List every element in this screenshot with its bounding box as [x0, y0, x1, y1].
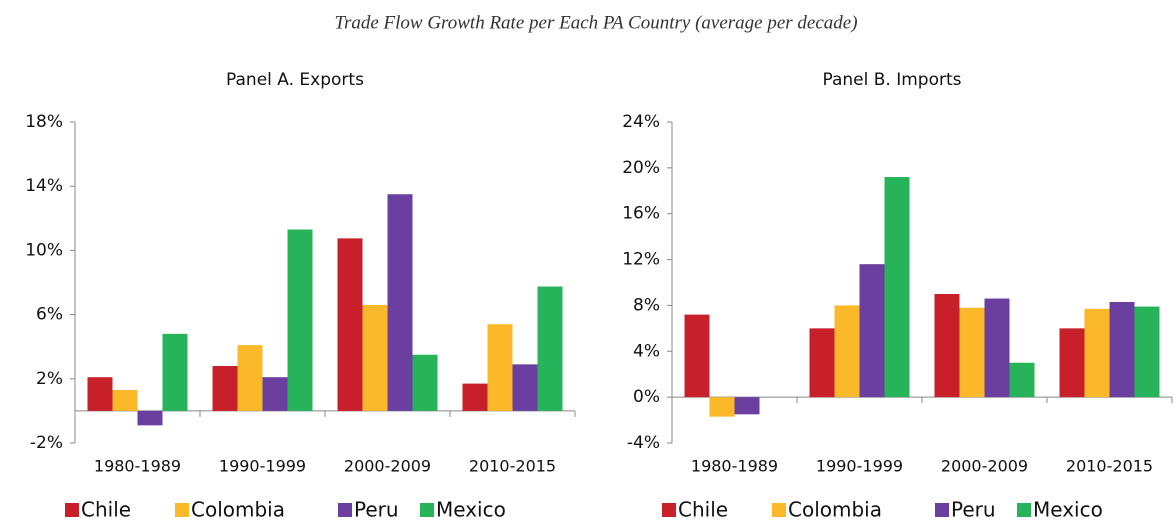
- bar: [137, 410, 163, 426]
- bar: [984, 298, 1010, 398]
- bar: [412, 354, 438, 411]
- x-tick-label: 2010-2015: [1066, 457, 1153, 476]
- y-tick-label: 20%: [622, 158, 660, 178]
- bar: [287, 229, 313, 411]
- legend-swatch: [65, 503, 79, 517]
- y-tick-label: 8%: [633, 295, 660, 315]
- y-tick-label: 10%: [25, 240, 63, 260]
- bar: [462, 383, 488, 411]
- x-tick-label: 2000-2009: [344, 457, 431, 476]
- page-title: Trade Flow Growth Rate per Each PA Count…: [334, 12, 857, 33]
- legend-swatch: [662, 503, 676, 517]
- bar: [1059, 328, 1085, 398]
- x-tick-label: 2010-2015: [469, 457, 556, 476]
- y-tick-label: 18%: [25, 112, 63, 132]
- bar: [884, 177, 910, 398]
- legend-label: Chile: [81, 498, 131, 522]
- y-tick-label: 24%: [622, 112, 660, 132]
- bar: [387, 194, 413, 411]
- bar: [809, 328, 835, 398]
- y-tick-label: 16%: [622, 204, 660, 224]
- y-tick-label: 4%: [633, 341, 660, 361]
- bar: [934, 293, 960, 398]
- panel-title: Panel A. Exports: [226, 70, 364, 90]
- legend-label: Mexico: [1033, 498, 1103, 522]
- y-tick-label: 12%: [622, 250, 660, 270]
- bar: [684, 314, 710, 398]
- y-tick-label: -2%: [30, 433, 63, 453]
- bar: [262, 377, 288, 411]
- y-tick-label: 0%: [633, 387, 660, 407]
- legend-label: Chile: [678, 498, 728, 522]
- bar: [337, 238, 363, 411]
- bar: [859, 264, 885, 398]
- legend-label: Peru: [354, 498, 399, 522]
- y-tick-label: 2%: [36, 369, 63, 389]
- bar: [1109, 301, 1135, 398]
- legend-swatch: [175, 503, 189, 517]
- y-tick-label: 6%: [36, 305, 63, 325]
- x-tick-label: 1980-1989: [691, 457, 778, 476]
- legend-label: Mexico: [436, 498, 506, 522]
- legend-swatch: [935, 503, 949, 517]
- bar: [834, 305, 860, 398]
- legend-swatch: [420, 503, 434, 517]
- panel-title: Panel B. Imports: [822, 70, 961, 90]
- bar: [112, 390, 138, 411]
- x-tick-label: 1980-1989: [94, 457, 181, 476]
- bar: [537, 286, 563, 411]
- legend-label: Colombia: [191, 498, 285, 522]
- legend-swatch: [338, 503, 352, 517]
- bar: [1134, 306, 1160, 398]
- bar: [487, 324, 513, 411]
- y-tick-label: -4%: [627, 433, 660, 453]
- bar: [959, 307, 985, 398]
- legend-label: Peru: [951, 498, 996, 522]
- bar: [87, 377, 113, 411]
- x-tick-label: 2000-2009: [941, 457, 1028, 476]
- bar: [162, 333, 188, 411]
- bar: [512, 364, 538, 411]
- bar: [212, 365, 238, 411]
- bar: [362, 304, 388, 411]
- y-tick-label: 14%: [25, 176, 63, 196]
- bar: [1009, 362, 1035, 398]
- bar: [709, 397, 735, 417]
- bar: [237, 345, 263, 411]
- bar: [734, 397, 760, 415]
- bar: [1084, 308, 1110, 398]
- legend-label: Colombia: [788, 498, 882, 522]
- x-tick-label: 1990-1999: [816, 457, 903, 476]
- legend-swatch: [772, 503, 786, 517]
- x-tick-label: 1990-1999: [219, 457, 306, 476]
- legend-swatch: [1017, 503, 1031, 517]
